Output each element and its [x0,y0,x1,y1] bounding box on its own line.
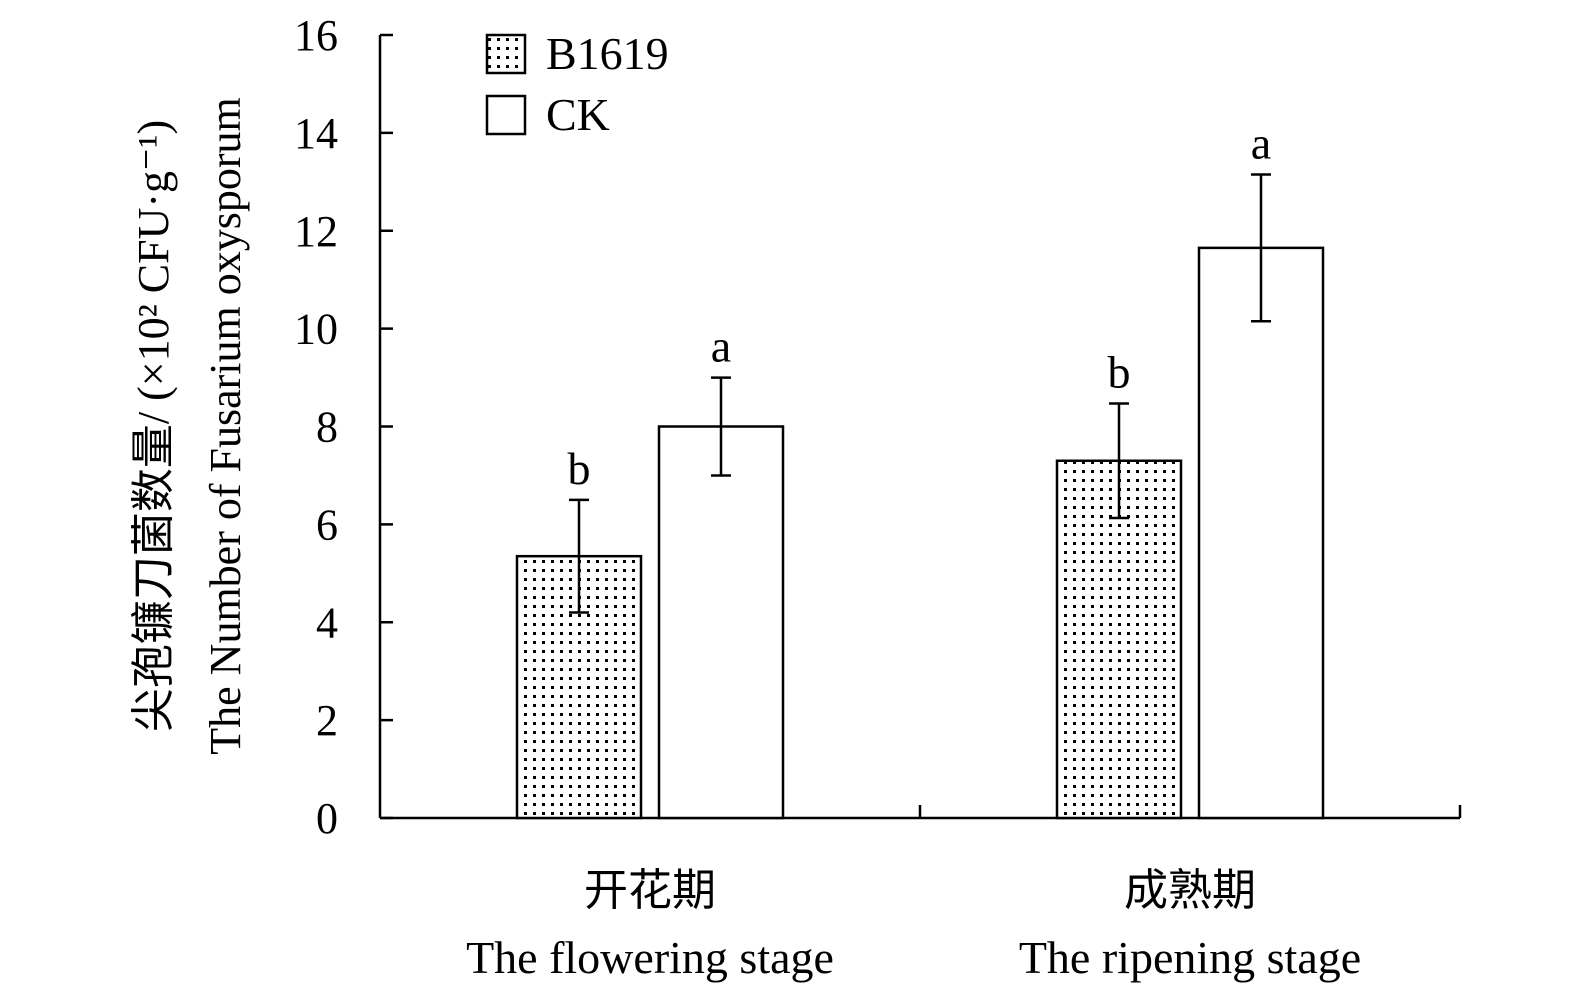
bar-b1619 [1055,459,1183,820]
significance-label: b [568,443,591,494]
x-category-label-en: The flowering stage [466,932,834,983]
significance-label: b [1108,346,1131,397]
legend-label: B1619 [546,28,669,79]
y-tick-label: 10 [294,305,338,354]
x-category-label-en: The ripening stage [1019,932,1361,983]
legend-swatch-ck [485,94,527,136]
bar-ck [1197,246,1325,820]
legend-label: CK [546,89,610,140]
y-tick-label: 6 [316,500,338,549]
y-tick-label: 8 [316,403,338,452]
x-category-label-cn: 成熟期 [1124,866,1256,915]
y-tick-label: 16 [294,11,338,60]
significance-label: a [711,321,731,372]
y-tick-label: 12 [294,207,338,256]
legend-swatch-b1619 [485,33,527,75]
y-tick-label: 2 [316,696,338,745]
y-axis-label-cn: 尖孢镰刀菌数量/ (×10² CFU·g⁻¹) [129,120,178,732]
significance-label: a [1251,117,1271,168]
y-tick-label: 14 [294,109,338,158]
bar-ck [657,425,785,820]
x-category-label-cn: 开花期 [584,866,716,915]
y-tick-label: 0 [316,794,338,843]
y-tick-label: 4 [316,598,338,647]
y-axis-label-en: The Number of Fusarium oxysporum [201,97,250,754]
